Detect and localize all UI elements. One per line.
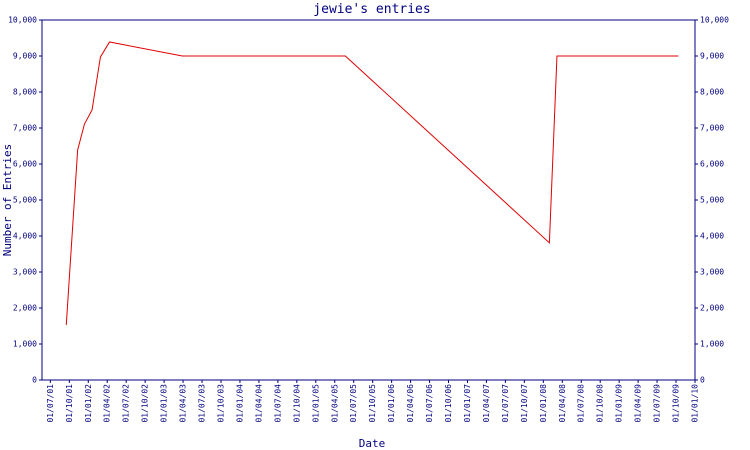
x-tick-label: 01/10/09 <box>672 384 681 423</box>
y-tick-label-right: 4,000 <box>700 232 724 241</box>
y-tick-label-right: 10,000 <box>700 16 729 25</box>
y-axis-title: Number of Entries <box>1 144 14 257</box>
x-tick-label: 01/07/09 <box>653 384 662 423</box>
y-tick-label: 2,000 <box>13 304 37 313</box>
plot-frame <box>41 19 696 381</box>
y-tick-label: 7,000 <box>13 124 37 133</box>
x-tick-label: 01/07/06 <box>425 384 434 423</box>
x-tick-label: 01/04/08 <box>558 384 567 423</box>
x-tick-label: 01/01/10 <box>691 384 700 423</box>
y-tick-label-right: 2,000 <box>700 304 724 313</box>
y-tick-label: 1,000 <box>13 340 37 349</box>
x-tick-label: 01/01/05 <box>311 384 320 423</box>
y-tick-label: 10,000 <box>8 16 37 25</box>
y-tick-label-right: 1,000 <box>700 340 724 349</box>
x-tick-label: 01/10/02 <box>141 384 150 423</box>
x-axis-title: Date <box>359 437 386 450</box>
y-tick-label: 3,000 <box>13 268 37 277</box>
y-tick-label: 4,000 <box>13 232 37 241</box>
x-tick-label: 01/07/05 <box>349 384 358 423</box>
x-tick-label: 01/01/07 <box>463 384 472 423</box>
x-tick-label: 01/10/03 <box>216 384 225 423</box>
y-tick-label: 9,000 <box>13 52 37 61</box>
x-tick-label: 01/07/03 <box>198 384 207 423</box>
y-tick-label-right: 6,000 <box>700 160 724 169</box>
x-tick-label: 01/04/06 <box>406 384 415 423</box>
x-tick-label: 01/10/05 <box>368 384 377 423</box>
x-tick-label: 01/04/03 <box>179 384 188 423</box>
y-tick-label: 5,000 <box>13 196 37 205</box>
x-tick-label: 01/04/09 <box>634 384 643 423</box>
x-tick-label: 01/10/04 <box>292 384 301 423</box>
y-tick-label: 8,000 <box>13 88 37 97</box>
y-tick-label-right: 3,000 <box>700 268 724 277</box>
x-tick-label: 01/01/08 <box>539 384 548 423</box>
data-line <box>65 41 679 325</box>
y-tick-label: 6,000 <box>13 160 37 169</box>
x-tick-label: 01/10/01 <box>65 384 74 423</box>
y-tick-label-right: 5,000 <box>700 196 724 205</box>
y-tick-label-right: 9,000 <box>700 52 724 61</box>
x-tick-label: 01/04/07 <box>482 384 491 423</box>
x-tick-label: 01/07/04 <box>273 384 282 423</box>
x-tick-label: 01/01/04 <box>235 384 244 423</box>
y-tick-label-right: 0 <box>700 376 705 385</box>
x-tick-label: 01/04/04 <box>254 384 263 423</box>
x-tick-label: 01/10/06 <box>444 384 453 423</box>
x-tick-label: 01/04/05 <box>330 384 339 423</box>
x-tick-label: 01/01/02 <box>84 384 93 423</box>
x-tick-label: 01/10/07 <box>520 384 529 423</box>
chart-title: jewie's entries <box>313 2 430 17</box>
x-tick-label: 01/07/08 <box>577 384 586 423</box>
y-tick-label: 0 <box>32 376 37 385</box>
x-tick-label: 01/01/06 <box>387 384 396 423</box>
x-tick-label: 01/10/08 <box>596 384 605 423</box>
x-tick-label: 01/07/02 <box>122 384 131 423</box>
x-tick-label: 01/04/02 <box>103 384 112 423</box>
y-tick-label-right: 8,000 <box>700 88 724 97</box>
y-tick-label-right: 7,000 <box>700 124 724 133</box>
x-tick-label: 01/01/09 <box>615 384 624 423</box>
x-tick-label: 01/07/07 <box>501 384 510 423</box>
x-tick-label: 01/07/01 <box>46 384 55 423</box>
x-tick-label: 01/01/03 <box>160 384 169 423</box>
